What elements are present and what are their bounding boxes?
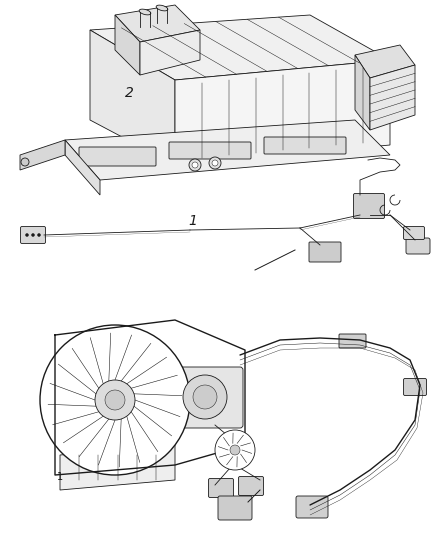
FancyBboxPatch shape: [403, 227, 424, 239]
Polygon shape: [65, 140, 100, 195]
Polygon shape: [90, 15, 390, 80]
Circle shape: [95, 380, 135, 420]
Circle shape: [193, 385, 217, 409]
FancyBboxPatch shape: [79, 147, 156, 166]
FancyBboxPatch shape: [406, 238, 430, 254]
FancyBboxPatch shape: [339, 334, 366, 348]
FancyBboxPatch shape: [172, 367, 243, 428]
Polygon shape: [65, 120, 390, 180]
Circle shape: [32, 233, 35, 237]
FancyBboxPatch shape: [169, 142, 251, 159]
Ellipse shape: [139, 9, 151, 15]
Circle shape: [192, 162, 198, 168]
FancyBboxPatch shape: [403, 378, 427, 395]
FancyBboxPatch shape: [21, 227, 46, 244]
Polygon shape: [355, 55, 370, 130]
FancyBboxPatch shape: [296, 496, 328, 518]
Polygon shape: [175, 60, 390, 165]
Circle shape: [189, 159, 201, 171]
Circle shape: [209, 157, 221, 169]
Circle shape: [105, 390, 125, 410]
Circle shape: [40, 325, 190, 475]
Circle shape: [38, 233, 40, 237]
Polygon shape: [140, 30, 200, 75]
FancyBboxPatch shape: [239, 477, 264, 496]
FancyBboxPatch shape: [218, 496, 252, 520]
Circle shape: [215, 430, 255, 470]
FancyBboxPatch shape: [309, 242, 341, 262]
Text: 1: 1: [57, 472, 63, 482]
Circle shape: [183, 375, 227, 419]
Circle shape: [230, 445, 240, 455]
FancyBboxPatch shape: [264, 137, 346, 154]
Polygon shape: [115, 15, 140, 75]
Circle shape: [25, 233, 28, 237]
Polygon shape: [370, 65, 415, 130]
Ellipse shape: [156, 5, 168, 11]
Polygon shape: [20, 140, 65, 170]
Text: 2: 2: [125, 86, 134, 100]
Polygon shape: [60, 445, 175, 490]
Circle shape: [21, 158, 29, 166]
Polygon shape: [90, 30, 175, 165]
Text: 1: 1: [188, 214, 197, 228]
Circle shape: [212, 160, 218, 166]
Polygon shape: [355, 45, 415, 78]
FancyBboxPatch shape: [208, 479, 233, 497]
FancyBboxPatch shape: [353, 193, 385, 219]
Polygon shape: [115, 5, 200, 42]
